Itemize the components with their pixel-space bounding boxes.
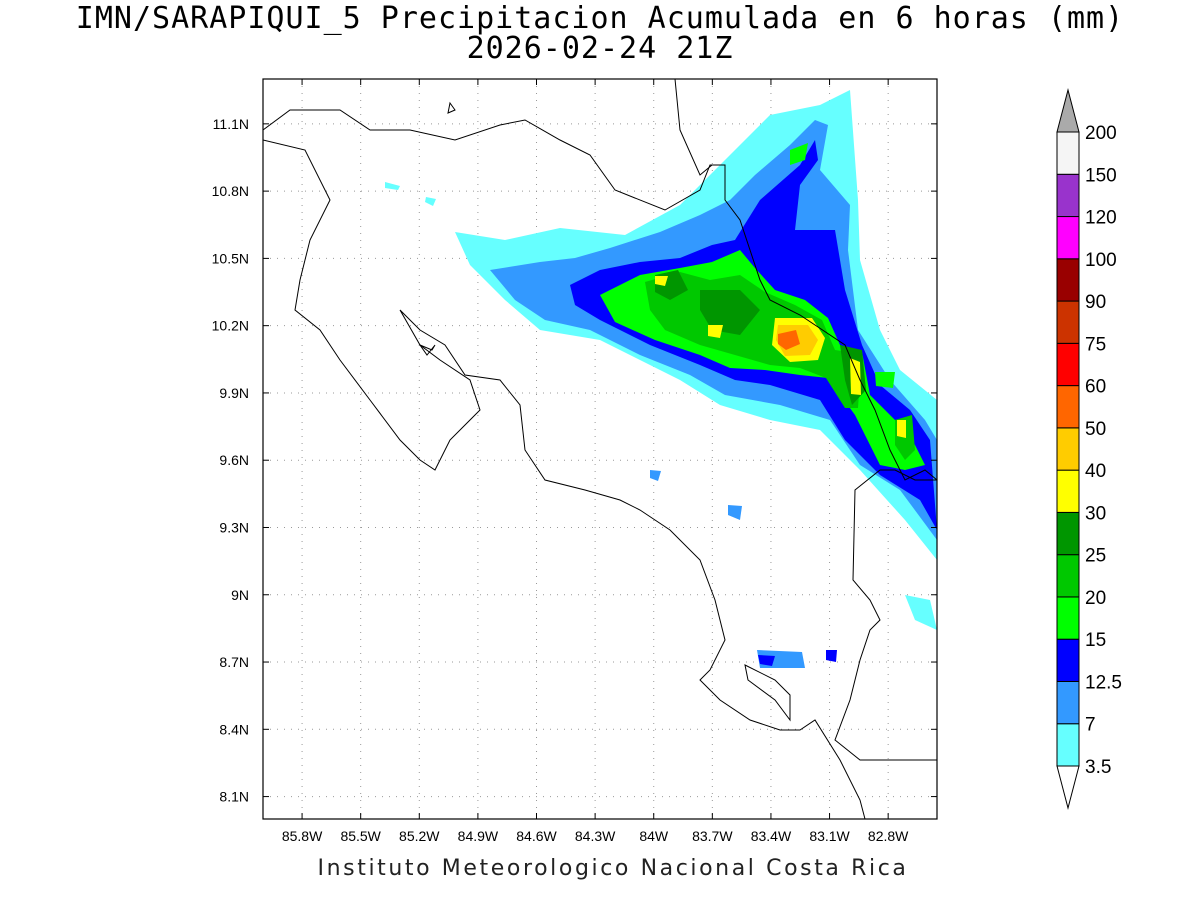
- precipitation-field: [385, 90, 937, 668]
- nicaragua-coast: [263, 139, 866, 819]
- map-frame: [262, 78, 938, 820]
- lon-tick-label: 83.1W: [809, 828, 850, 844]
- lat-tick-label: 9.9N: [219, 385, 249, 401]
- legend-level-label: 150: [1085, 165, 1117, 186]
- precip-area-7: [650, 470, 661, 481]
- legend-level-label: 60: [1085, 377, 1106, 398]
- legend-level-label: 100: [1085, 250, 1117, 271]
- lon-tick-label: 85.2W: [399, 828, 440, 844]
- lon-tick-label: 84W: [639, 828, 669, 844]
- legend-color-box: [1056, 511, 1080, 556]
- lat-tick-label: 9.3N: [219, 519, 249, 535]
- legend-color-box: [1056, 638, 1080, 682]
- legend-color-box: [1056, 342, 1080, 387]
- precip-area-12-5: [826, 650, 837, 662]
- lake-island: [447, 101, 456, 114]
- precip-area-3-5: [385, 182, 400, 190]
- precip-area-15: [875, 372, 895, 388]
- precip-area-40: [708, 325, 723, 338]
- legend-level-label: 25: [1085, 546, 1106, 567]
- grid-lines: [263, 79, 937, 819]
- lon-tick-label: 83.4W: [751, 828, 792, 844]
- nicoya-gulf: [418, 343, 436, 356]
- title-line-1: IMN/SARAPIQUI_5 Precipitacion Acumulada …: [75, 1, 1125, 36]
- legend-level-label: 12.5: [1085, 672, 1122, 693]
- lon-tick-label: 84.9W: [458, 828, 499, 844]
- precip-area-20: [645, 272, 860, 408]
- title-line-2: 2026-02-24 21Z: [466, 31, 734, 66]
- precip-area-7: [728, 505, 742, 520]
- legend-color-box: [1056, 216, 1080, 260]
- legend-level-label: 50: [1085, 419, 1106, 440]
- lon-tick-label: 84.6W: [516, 828, 557, 844]
- legend-level-label: 3.5: [1085, 757, 1111, 778]
- costa-rica-border-north: [263, 109, 937, 481]
- precip-area-40: [897, 420, 906, 438]
- osa-peninsula: [744, 664, 791, 722]
- precip-area-40: [655, 276, 668, 286]
- lat-tick-label: 9N: [231, 587, 249, 603]
- legend-triangle-low: [1056, 765, 1080, 810]
- lon-tick-label: 85.8W: [282, 828, 323, 844]
- legend-color-box: [1056, 680, 1080, 725]
- lat-tick-label: 11.1N: [213, 116, 249, 132]
- legend-color-box: [1056, 258, 1080, 302]
- footer-credit: Instituto Meteorologico Nacional Costa R…: [317, 856, 909, 881]
- legend-level-label: 20: [1085, 588, 1106, 609]
- lat-tick-label: 10.8N: [212, 183, 249, 199]
- legend-level-label: 40: [1085, 461, 1106, 482]
- precip-area-3-5: [905, 595, 937, 630]
- legend-color-box: [1056, 723, 1080, 767]
- legend-color-box: [1056, 554, 1080, 598]
- lat-tick-label: 9.6N: [219, 452, 249, 468]
- legend-level-label: 30: [1085, 503, 1106, 524]
- legend-level-label: 75: [1085, 334, 1106, 355]
- precip-area-12-5: [758, 655, 775, 666]
- lat-tick-label: 8.7N: [219, 654, 249, 670]
- coastlines: [263, 79, 937, 819]
- panama-border: [834, 469, 937, 761]
- legend-color-box: [1056, 173, 1080, 218]
- precip-area-25: [700, 290, 760, 335]
- lon-tick-label: 83.7W: [692, 828, 733, 844]
- precip-area-3-5: [425, 197, 436, 206]
- legend-triangle-high: [1056, 88, 1080, 133]
- precip-area-15: [790, 143, 808, 165]
- lon-tick-label: 85.5W: [340, 828, 381, 844]
- legend-color-box: [1056, 469, 1080, 513]
- axis-ticks: 85.8W 85.5W 85.2W 84.9W 84.6W 84.3W 84W 83.7W 83…: [212, 79, 937, 844]
- legend-level-label: 7: [1085, 715, 1096, 736]
- legend-level-label: 200: [1085, 123, 1117, 144]
- color-legend: 3.5 7 12.5 15 20 25 30 40 50 60 75 90 100 120 150 200: [1056, 88, 1122, 810]
- legend-level-label: 15: [1085, 630, 1106, 651]
- caribbean-coast: [674, 79, 713, 176]
- lon-tick-label: 84.3W: [575, 828, 616, 844]
- lat-tick-label: 8.1N: [219, 789, 249, 805]
- legend-level-label: 90: [1085, 292, 1106, 313]
- map-title: IMN/SARAPIQUI_5 Precipitacion Acumulada …: [0, 4, 1200, 64]
- precip-area-60: [778, 330, 800, 350]
- legend-color-box: [1056, 385, 1080, 429]
- lon-tick-label: 82.8W: [868, 828, 909, 844]
- legend-color-box: [1056, 300, 1080, 344]
- legend-color-box: [1056, 596, 1080, 640]
- lat-tick-label: 8.4N: [219, 721, 249, 737]
- legend-color-box: [1056, 427, 1080, 471]
- lat-tick-label: 10.5N: [212, 250, 249, 266]
- precip-area-40: [850, 358, 861, 395]
- legend-color-box: [1056, 131, 1080, 175]
- lat-tick-label: 10.2N: [212, 318, 249, 334]
- legend-level-label: 120: [1085, 208, 1117, 229]
